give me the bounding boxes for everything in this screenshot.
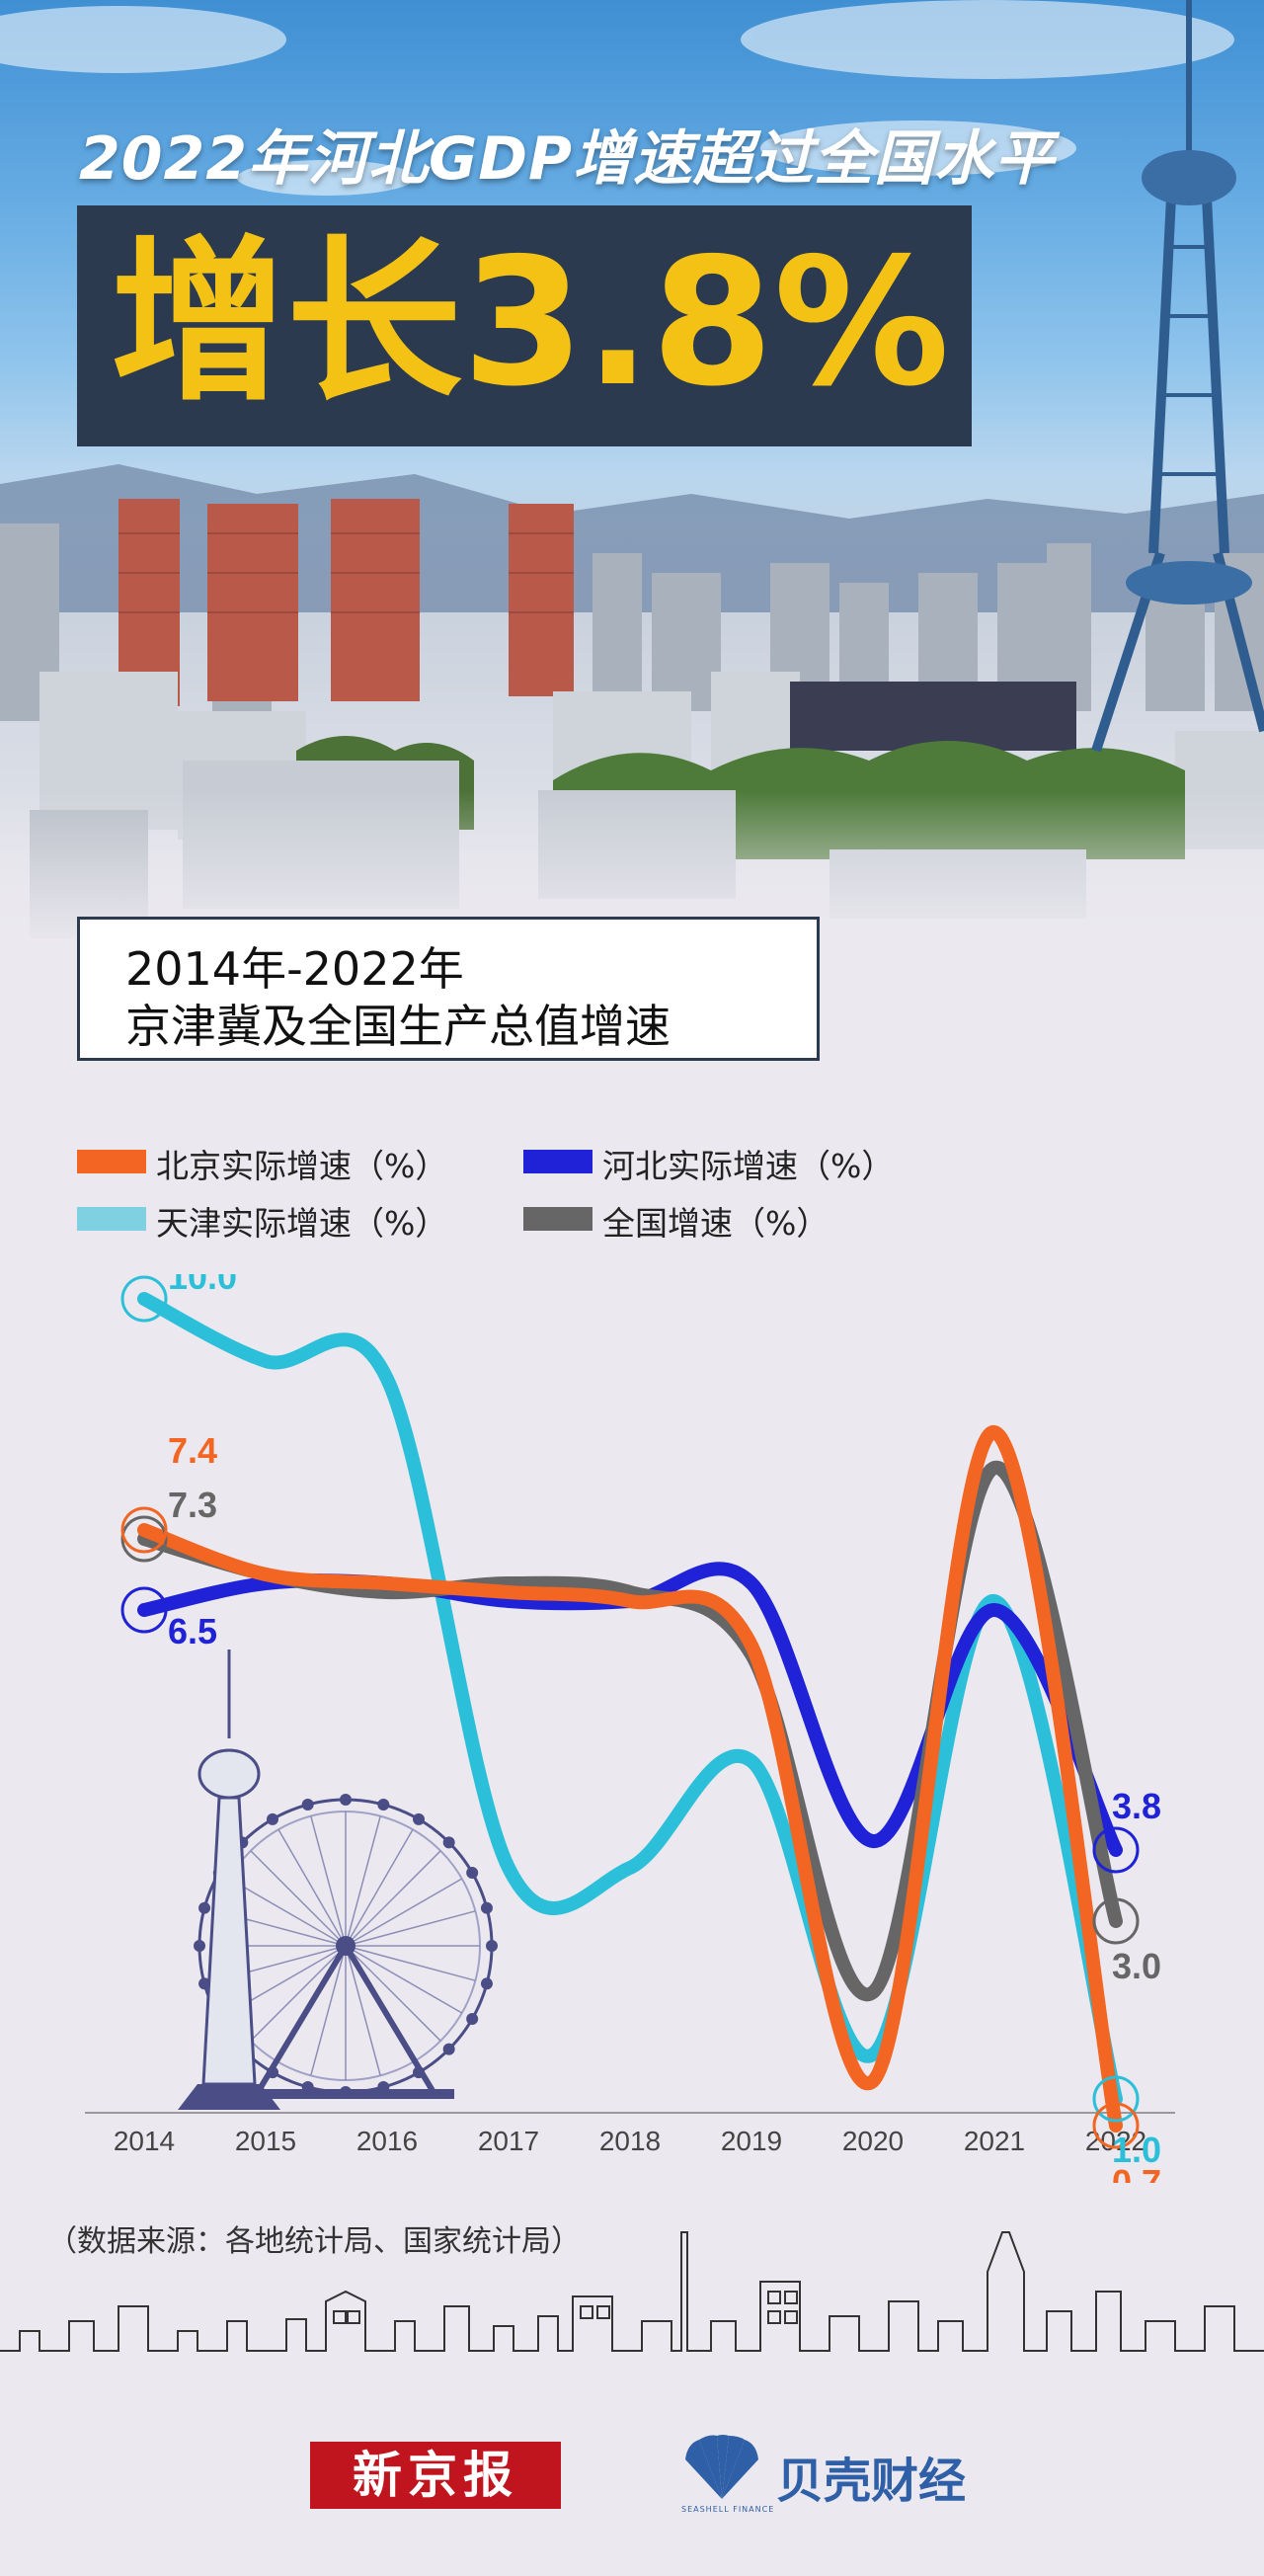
- series-line-beijing: [137, 1425, 1123, 2133]
- hero-banner: 2022年河北GDP增速超过全国水平 增长3.8%: [0, 0, 1264, 948]
- data-label-hebei-2022: 3.8: [1112, 1786, 1161, 1826]
- brand-beike-subtitle: SEASHELL FINANCE: [681, 2505, 775, 2514]
- legend-label-tianjin: 天津实际增速（%）: [156, 1204, 448, 1243]
- chart-title-box: 2014年-2022年 京津冀及全国生产总值增速: [77, 917, 820, 1061]
- x-tick-label-2018: 2018: [599, 2126, 661, 2156]
- endpoint-marker-national-2014: [120, 1515, 168, 1563]
- legend-swatch-hebei: [523, 1150, 592, 1173]
- gdp-growth-line-chart: 2014 2015 2016 2017 2018 2019 2020 2021 2022 7.4…: [85, 1274, 1175, 2183]
- endpoint-marker-hebei-2014: [120, 1586, 168, 1634]
- legend-label-national: 全国增速（%）: [602, 1204, 830, 1243]
- x-tick-label-2016: 2016: [356, 2126, 418, 2156]
- tv-tower-illustration: [178, 1650, 280, 2110]
- series-line-tianjin: [137, 1292, 1123, 2106]
- endpoint-marker-national-2022: [1092, 1897, 1140, 1945]
- legend-swatch-national: [523, 1207, 592, 1231]
- legend-swatch-tianjin: [77, 1207, 146, 1231]
- data-source-note: （数据来源：各地统计局、国家统计局）: [47, 2224, 581, 2259]
- endpoint-marker-tianjin-2014: [120, 1275, 168, 1323]
- x-tick-label-2017: 2017: [478, 2126, 539, 2156]
- x-tick-label-2015: 2015: [235, 2126, 296, 2156]
- data-label-tianjin-2022: 1.0: [1112, 2130, 1161, 2170]
- city-skyline-outline: [0, 2231, 1264, 2352]
- series-line-national: [137, 1461, 1123, 2002]
- legend-label-beijing: 北京实际增速（%）: [156, 1147, 448, 1185]
- x-tick-label-2021: 2021: [964, 2126, 1025, 2156]
- series-line-hebei: [137, 1562, 1123, 1857]
- headline: 2022年河北GDP增速超过全国水平: [79, 124, 1056, 194]
- endpoint-marker-beijing-2022: [1092, 2102, 1140, 2149]
- data-label-hebei-2014: 6.5: [168, 1611, 217, 1651]
- chart-title-subject: 京津冀及全国生产总值增速: [125, 1000, 671, 1053]
- endpoint-marker-hebei-2022: [1092, 1826, 1140, 1874]
- chart-title-years: 2014年-2022年: [125, 942, 464, 996]
- x-tick-label-2020: 2020: [842, 2126, 904, 2156]
- data-label-tianjin-2014: 10.0: [168, 1274, 237, 1297]
- data-label-beijing-2014: 7.4: [168, 1430, 217, 1471]
- seashell-logo-icon: [685, 2435, 758, 2499]
- data-label-national-2014: 7.3: [168, 1485, 217, 1525]
- x-tick-label-2019: 2019: [721, 2126, 782, 2156]
- endpoint-marker-tianjin-2022: [1092, 2075, 1140, 2123]
- brand-xinjingbao: 新京报: [310, 2442, 561, 2509]
- endpoint-marker-beijing-2014: [120, 1506, 168, 1554]
- data-label-national-2022: 3.0: [1112, 1946, 1161, 1986]
- highlight-banner: 增长3.8%: [77, 205, 972, 446]
- x-tick-label-2014: 2014: [114, 2126, 175, 2156]
- legend-swatch-beijing: [77, 1150, 146, 1173]
- highlight-growth-rate: 增长3.8%: [111, 220, 950, 425]
- legend-label-hebei: 河北实际增速（%）: [602, 1147, 895, 1185]
- brand-beike-caijing: 贝壳财经: [776, 2454, 967, 2509]
- data-label-beijing-2022: 0.7: [1112, 2162, 1161, 2183]
